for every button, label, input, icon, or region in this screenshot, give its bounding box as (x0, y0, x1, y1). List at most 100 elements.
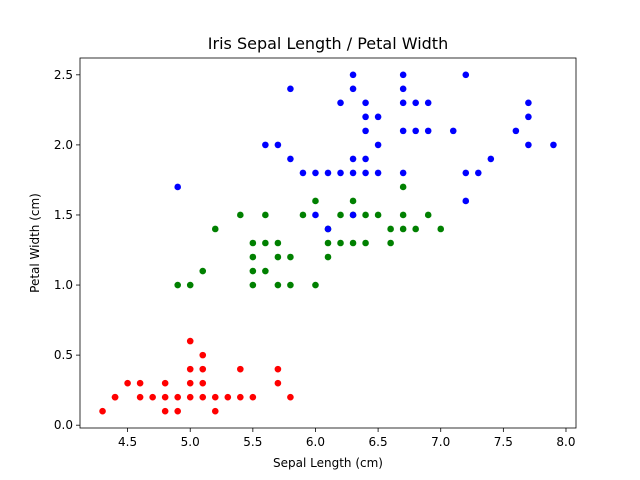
data-point-2-18 (362, 155, 369, 163)
data-point-1-1 (186, 281, 194, 289)
data-point-1-21 (324, 239, 332, 247)
data-point-1-4 (237, 211, 244, 219)
data-point-2-23 (374, 141, 382, 149)
data-point-2-2 (274, 141, 282, 149)
data-point-0-16 (199, 393, 207, 401)
x-tick-label-2: 5.5 (243, 435, 262, 449)
data-point-0-15 (186, 337, 194, 345)
data-point-1-35 (399, 183, 407, 191)
data-point-1-34 (399, 211, 407, 219)
data-point-2-36 (462, 169, 470, 177)
x-tick-label-1: 5.0 (181, 435, 200, 449)
data-point-2-40 (512, 127, 520, 135)
data-point-2-28 (399, 85, 407, 93)
data-point-1-5 (249, 281, 257, 289)
data-point-2-26 (399, 127, 407, 135)
points-layer (99, 71, 557, 415)
data-point-1-8 (249, 239, 257, 247)
data-point-2-30 (412, 127, 419, 135)
data-point-2-31 (412, 99, 419, 107)
y-tick-label-0: 0.0 (54, 418, 73, 432)
data-point-0-5 (136, 379, 144, 387)
chart-title: Iris Sepal Length / Petal Width (208, 34, 448, 53)
data-point-2-3 (287, 155, 294, 163)
data-point-1-11 (262, 211, 269, 219)
x-tick-label-5: 7.0 (431, 435, 450, 449)
data-point-2-7 (312, 169, 319, 177)
data-point-1-14 (274, 239, 282, 247)
data-point-1-10 (262, 239, 269, 247)
data-point-2-6 (312, 211, 319, 219)
data-point-0-24 (237, 365, 244, 373)
data-point-1-12 (274, 281, 282, 289)
data-point-2-29 (399, 71, 407, 79)
data-point-1-3 (211, 225, 219, 233)
data-point-2-14 (349, 155, 357, 163)
data-point-0-17 (199, 379, 207, 387)
data-point-1-13 (274, 253, 282, 261)
data-point-1-31 (387, 239, 394, 247)
data-point-0-7 (161, 407, 169, 415)
y-tick-label-1: 0.5 (54, 348, 73, 362)
data-point-0-0 (99, 407, 106, 415)
data-point-0-6 (149, 393, 156, 401)
y-tick-label-2: 1.0 (54, 278, 73, 292)
data-point-2-43 (525, 99, 532, 107)
data-point-1-33 (399, 225, 407, 233)
x-axis-label: Sepal Length (cm) (273, 456, 383, 470)
data-point-2-13 (349, 169, 357, 177)
data-point-1-25 (349, 239, 357, 247)
data-point-0-22 (224, 393, 232, 401)
data-point-2-19 (362, 127, 369, 135)
data-point-0-9 (161, 379, 169, 387)
y-tick-label-3: 1.5 (54, 208, 73, 222)
data-point-2-20 (362, 113, 369, 121)
data-point-2-35 (462, 197, 470, 205)
data-point-0-21 (211, 393, 219, 401)
data-point-1-6 (249, 267, 257, 275)
data-point-2-24 (374, 113, 382, 121)
data-point-0-3 (124, 379, 131, 387)
data-point-0-14 (186, 365, 194, 373)
data-point-2-16 (349, 71, 357, 79)
data-point-1-38 (437, 225, 445, 233)
data-point-2-32 (424, 127, 432, 135)
data-point-1-29 (362, 211, 369, 219)
plot-frame (79, 57, 577, 429)
y-tick-label-5: 2.5 (54, 68, 73, 82)
data-point-0-11 (174, 393, 181, 401)
data-point-0-18 (199, 365, 207, 373)
data-point-0-19 (199, 351, 207, 359)
data-point-0-8 (161, 393, 169, 401)
data-point-2-27 (399, 99, 407, 107)
data-point-2-21 (362, 99, 369, 107)
data-point-1-0 (174, 281, 181, 289)
data-point-2-33 (424, 99, 432, 107)
y-tick-label-4: 2.0 (54, 138, 73, 152)
data-point-2-1 (262, 141, 269, 149)
data-point-0-13 (186, 379, 194, 387)
y-axis: 0.0 0.5 1.0 1.5 2.0 2.5 (54, 68, 80, 432)
data-point-2-17 (362, 169, 369, 177)
data-point-2-41 (525, 141, 532, 149)
data-point-2-8 (324, 225, 332, 233)
data-point-1-16 (287, 253, 294, 261)
y-axis-label: Petal Width (cm) (28, 193, 42, 293)
data-point-2-34 (449, 127, 457, 135)
x-tick-label-3: 6.0 (306, 435, 325, 449)
data-point-2-15 (349, 85, 357, 93)
x-axis: 4.5 5.0 5.5 6.0 6.5 7.0 7.5 8.0 (118, 428, 576, 449)
data-point-0-28 (287, 393, 294, 401)
x-tick-label-6: 7.5 (494, 435, 513, 449)
data-point-1-9 (262, 267, 269, 275)
data-point-1-7 (249, 253, 257, 261)
data-point-2-42 (525, 113, 532, 121)
data-point-1-15 (287, 281, 294, 289)
data-point-2-9 (324, 169, 332, 177)
data-point-1-37 (424, 211, 432, 219)
data-point-2-12 (349, 211, 357, 219)
data-point-2-10 (337, 169, 344, 177)
data-point-1-18 (312, 281, 319, 289)
data-point-1-19 (312, 197, 319, 205)
